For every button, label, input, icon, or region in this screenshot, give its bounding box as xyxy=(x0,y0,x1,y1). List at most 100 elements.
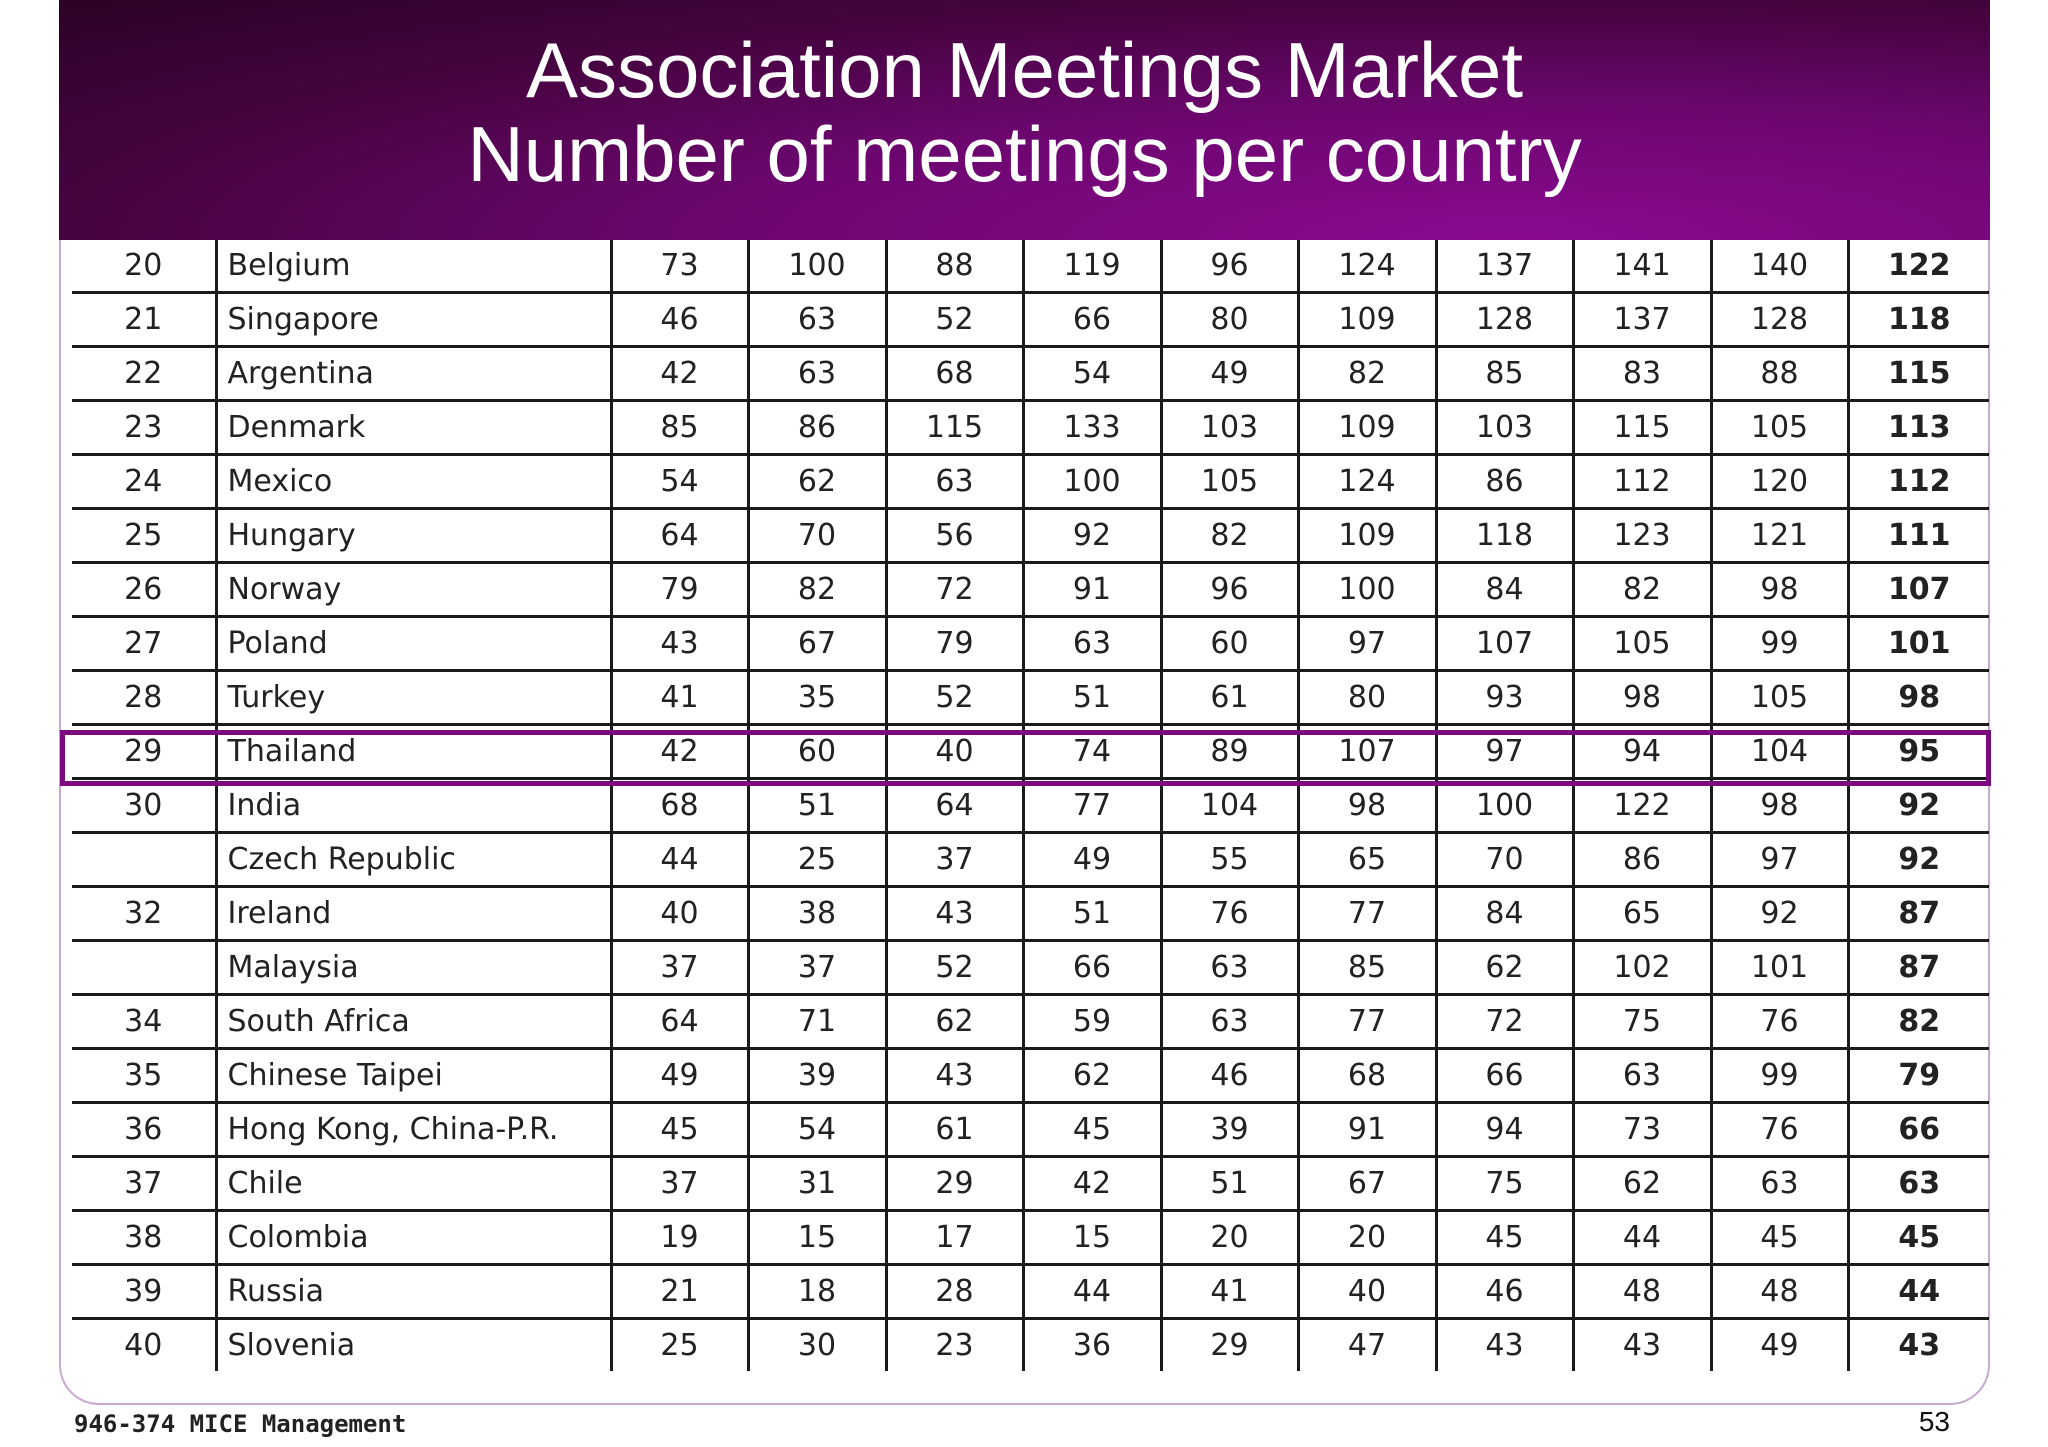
value-cell: 51 xyxy=(746,777,888,834)
latest-value-cell: 45 xyxy=(1846,1209,1989,1266)
value-cell: 52 xyxy=(884,291,1025,348)
value-cell: 63 xyxy=(1709,1155,1850,1212)
value-cell: 63 xyxy=(1159,939,1300,996)
value-cell: 66 xyxy=(1021,291,1163,348)
rank-cell: 37 xyxy=(72,1155,218,1212)
latest-value-cell: 118 xyxy=(1846,291,1989,348)
value-cell: 105 xyxy=(1571,615,1713,672)
value-cell: 41 xyxy=(609,669,750,726)
value-cell: 64 xyxy=(884,777,1025,834)
latest-value-cell: 66 xyxy=(1846,1101,1989,1158)
rank-cell: 35 xyxy=(72,1047,218,1104)
rank-cell: 27 xyxy=(72,615,218,672)
value-cell: 70 xyxy=(746,507,888,564)
value-cell: 76 xyxy=(1709,993,1850,1050)
latest-value-cell: 98 xyxy=(1846,669,1989,726)
value-cell: 98 xyxy=(1709,561,1850,618)
value-cell: 85 xyxy=(609,399,750,456)
value-cell: 41 xyxy=(1159,1263,1300,1320)
value-cell: 137 xyxy=(1571,291,1713,348)
value-cell: 43 xyxy=(884,885,1025,942)
slide-subtitle: Number of meetings per country xyxy=(467,110,1582,198)
value-cell: 46 xyxy=(1159,1047,1300,1104)
value-cell: 48 xyxy=(1709,1263,1850,1320)
value-cell: 20 xyxy=(1159,1209,1300,1266)
value-cell: 48 xyxy=(1571,1263,1713,1320)
value-cell: 46 xyxy=(1434,1263,1575,1320)
table-row: 39 Russia 21 18 28 44 41 40 46 48 48 44 xyxy=(72,1263,1989,1320)
value-cell: 62 xyxy=(1434,939,1575,996)
rank-cell xyxy=(72,939,218,996)
value-cell: 45 xyxy=(1021,1101,1163,1158)
rank-cell: 24 xyxy=(72,453,218,510)
value-cell: 28 xyxy=(884,1263,1025,1320)
table-row: 24 Mexico 54 62 63 100 105 124 86 112 120 112 xyxy=(72,453,1989,510)
course-label: 946-374 MICE Management xyxy=(74,1410,407,1438)
value-cell: 49 xyxy=(1021,831,1163,888)
country-cell: Thailand xyxy=(214,723,613,780)
latest-value-cell: 95 xyxy=(1846,723,1989,780)
value-cell: 40 xyxy=(1296,1263,1438,1320)
value-cell: 98 xyxy=(1571,669,1713,726)
value-cell: 115 xyxy=(1571,399,1713,456)
value-cell: 46 xyxy=(609,291,750,348)
table-row: 21 Singapore 46 63 52 66 80 109 128 137 128 118 xyxy=(72,291,1989,348)
value-cell: 82 xyxy=(1571,561,1713,618)
value-cell: 68 xyxy=(884,345,1025,402)
value-cell: 63 xyxy=(746,345,888,402)
value-cell: 70 xyxy=(1434,831,1575,888)
latest-value-cell: 63 xyxy=(1846,1155,1989,1212)
value-cell: 37 xyxy=(746,939,888,996)
rank-cell: 34 xyxy=(72,993,218,1050)
value-cell: 64 xyxy=(609,993,750,1050)
value-cell: 77 xyxy=(1021,777,1163,834)
value-cell: 128 xyxy=(1709,291,1850,348)
slide-title: Association Meetings Market xyxy=(525,26,1524,114)
value-cell: 100 xyxy=(1434,777,1575,834)
value-cell: 42 xyxy=(1021,1155,1163,1212)
rank-cell: 22 xyxy=(72,345,218,402)
value-cell: 61 xyxy=(884,1101,1025,1158)
latest-value-cell: 87 xyxy=(1846,885,1989,942)
value-cell: 82 xyxy=(746,561,888,618)
table-row: 27 Poland 43 67 79 63 60 97 107 105 99 101 xyxy=(72,615,1989,672)
value-cell: 83 xyxy=(1571,345,1713,402)
value-cell: 102 xyxy=(1571,939,1713,996)
rank-cell: 40 xyxy=(72,1317,218,1371)
value-cell: 42 xyxy=(609,345,750,402)
value-cell: 51 xyxy=(1159,1155,1300,1212)
country-cell: Czech Republic xyxy=(214,831,613,888)
value-cell: 39 xyxy=(1159,1101,1300,1158)
value-cell: 63 xyxy=(746,291,888,348)
value-cell: 122 xyxy=(1571,777,1713,834)
value-cell: 43 xyxy=(1571,1317,1713,1371)
value-cell: 66 xyxy=(1021,939,1163,996)
title-banner: Association Meetings Market Number of me… xyxy=(59,0,1990,240)
value-cell: 76 xyxy=(1709,1101,1850,1158)
country-cell: Colombia xyxy=(214,1209,613,1266)
latest-value-cell: 44 xyxy=(1846,1263,1989,1320)
value-cell: 21 xyxy=(609,1263,750,1320)
latest-value-cell: 87 xyxy=(1846,939,1989,996)
country-cell: Mexico xyxy=(214,453,613,510)
table-row: 35 Chinese Taipei 49 39 43 62 46 68 66 63 99 79 xyxy=(72,1047,1989,1104)
value-cell: 82 xyxy=(1159,507,1300,564)
value-cell: 112 xyxy=(1571,453,1713,510)
table-row: 34 South Africa 64 71 62 59 63 77 72 75 76 82 xyxy=(72,993,1989,1050)
value-cell: 20 xyxy=(1296,1209,1438,1266)
value-cell: 85 xyxy=(1296,939,1438,996)
value-cell: 97 xyxy=(1296,615,1438,672)
rank-cell: 30 xyxy=(72,777,218,834)
value-cell: 35 xyxy=(746,669,888,726)
value-cell: 124 xyxy=(1296,240,1438,294)
value-cell: 62 xyxy=(1571,1155,1713,1212)
value-cell: 115 xyxy=(884,399,1025,456)
value-cell: 45 xyxy=(1434,1209,1575,1266)
rank-cell: 29 xyxy=(72,723,218,780)
value-cell: 51 xyxy=(1021,669,1163,726)
value-cell: 72 xyxy=(1434,993,1575,1050)
value-cell: 30 xyxy=(746,1317,888,1371)
value-cell: 85 xyxy=(1434,345,1575,402)
rank-cell: 23 xyxy=(72,399,218,456)
value-cell: 72 xyxy=(884,561,1025,618)
